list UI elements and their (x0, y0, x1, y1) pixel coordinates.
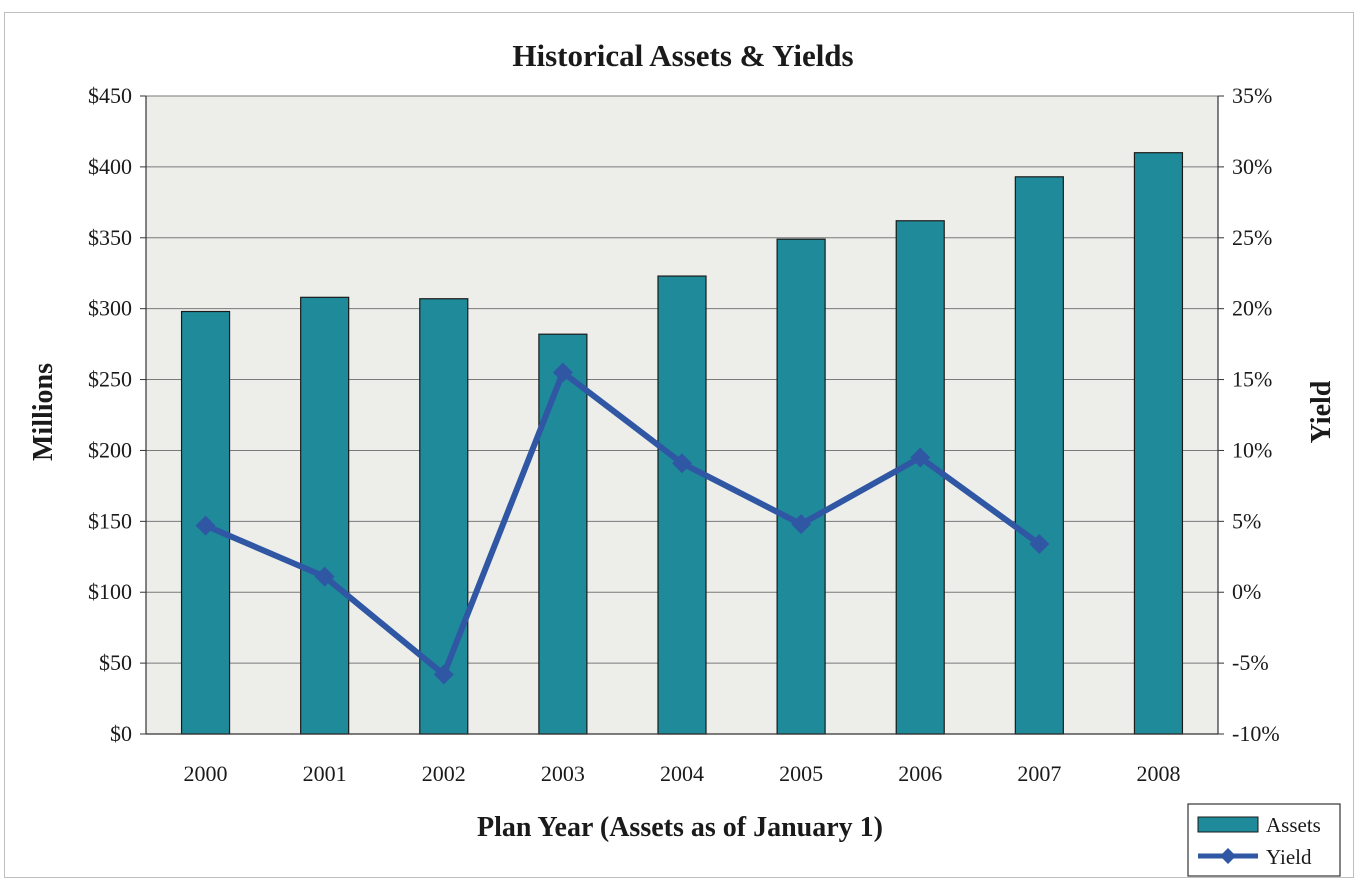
y2-tick-label: -5% (1232, 650, 1269, 675)
bar-assets (657, 275, 707, 735)
bar-assets (1014, 176, 1064, 735)
legend-label-assets: Assets (1266, 813, 1321, 837)
bar-assets (895, 220, 945, 735)
point-yield (195, 515, 216, 536)
point-yield (910, 447, 931, 468)
x-tick-label: 2005 (779, 761, 823, 786)
x-tick-label: 2008 (1136, 761, 1180, 786)
y2-tick-label: 10% (1232, 437, 1272, 462)
point-yield (1029, 534, 1050, 555)
legend: Assets Yield (1187, 803, 1341, 877)
point-yield (672, 453, 692, 474)
y-tick-label: $100 (88, 579, 132, 604)
y2-tick-label: -10% (1232, 721, 1280, 746)
plot-area: $0 -10% $50 -5% $100 0% $150 5% $200 10% $250 15% $3… (88, 83, 1280, 786)
x-tick-label: 2007 (1017, 761, 1061, 786)
x-tick-label: 2006 (898, 761, 942, 786)
x-tick-label: 2003 (541, 761, 585, 786)
bar-assets (538, 333, 588, 735)
point-yield (433, 664, 454, 685)
bar-assets (1133, 152, 1184, 735)
y-tick-label: $0 (110, 721, 132, 746)
legend-swatch-assets (1197, 816, 1259, 833)
legend-box (1187, 803, 1341, 877)
x-tick-label: 2000 (184, 761, 228, 786)
y-axis-title: Millions (28, 363, 59, 461)
legend-label-yield: Yield (1266, 845, 1312, 869)
y2-tick-label: 5% (1232, 508, 1261, 533)
x-tick-label: 2001 (303, 761, 347, 786)
y-tick-label: $400 (88, 154, 132, 179)
y-tick-label: $150 (88, 508, 132, 533)
chart-title: Historical Assets & Yields (512, 38, 853, 73)
y-tick-label: $250 (88, 367, 132, 392)
x-tick-label: 2002 (422, 761, 466, 786)
y2-tick-label: 15% (1232, 367, 1272, 392)
point-yield (791, 514, 812, 535)
y-tick-label: $450 (88, 83, 132, 108)
x-tick-label: 2004 (660, 761, 704, 786)
point-yield (552, 362, 573, 383)
y-tick-label: $350 (88, 225, 132, 250)
y2-tick-label: 30% (1232, 154, 1272, 179)
y-tick-label: $300 (88, 296, 132, 321)
x-axis-title: Plan Year (Assets as of January 1) (477, 812, 883, 843)
bar-assets (776, 238, 826, 735)
y2-tick-label: 20% (1232, 296, 1272, 321)
y2-tick-label: 25% (1232, 225, 1272, 250)
bar-assets (300, 296, 350, 735)
y-tick-label: $200 (88, 437, 132, 462)
y2-tick-label: 35% (1232, 83, 1272, 108)
y2-tick-label: 0% (1232, 579, 1261, 604)
line-yield (204, 369, 1042, 678)
point-yield (314, 566, 335, 587)
y2-axis-title: Yield (1306, 380, 1337, 443)
legend-marker-yield (1220, 848, 1236, 864)
y-tick-label: $50 (99, 650, 132, 675)
